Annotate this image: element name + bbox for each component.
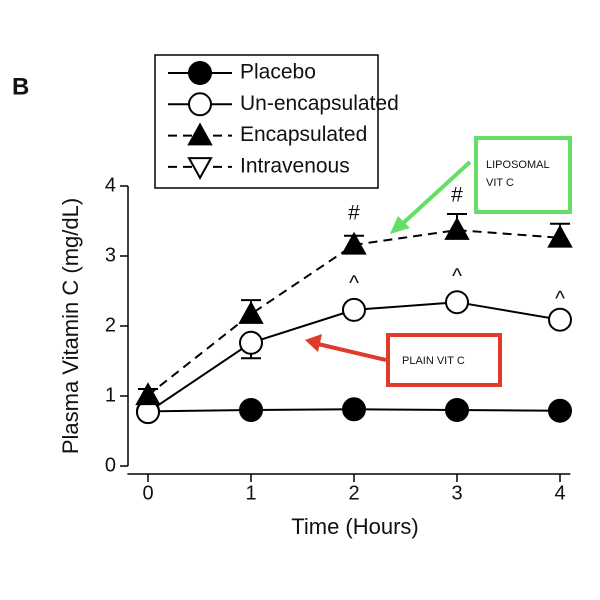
y-tick-label: 1 (105, 384, 116, 406)
marker (135, 382, 161, 406)
panel-label: B (12, 73, 29, 100)
callout-box (474, 136, 572, 214)
marker (548, 307, 572, 332)
y-tick-label: 0 (105, 454, 116, 476)
annotation: ^ (349, 272, 359, 295)
y-tick-label: 4 (105, 174, 116, 196)
marker (238, 301, 264, 324)
marker (445, 398, 469, 422)
x-tick-label: 4 (554, 482, 565, 504)
x-tick-label: 1 (245, 482, 256, 504)
legend-label: Placebo (240, 61, 316, 84)
annotation: ^ (555, 288, 565, 311)
callout-box (386, 333, 502, 387)
callout-arrowhead (390, 216, 410, 234)
callout-arrow (398, 160, 472, 228)
callout-text: VIT C (486, 177, 514, 189)
legend-label: Un-encapsulated (240, 92, 399, 115)
legend-label: Intravenous (240, 154, 350, 177)
y-axis-label: Plasma Vitamin C (mg/dL) (58, 198, 83, 454)
annotation: # (348, 202, 360, 225)
callout-arrow (317, 342, 387, 362)
marker (444, 217, 470, 240)
marker (188, 92, 212, 117)
marker (547, 224, 573, 248)
legend-label: Encapsulated (240, 123, 367, 146)
callout-text: LIPOSOMAL (486, 159, 550, 171)
annotation: ^ (452, 265, 462, 288)
marker (187, 122, 213, 146)
x-axis-label: Time (Hours) (291, 514, 419, 539)
marker (341, 231, 367, 255)
y-tick-label: 3 (105, 244, 116, 266)
marker (239, 330, 263, 355)
marker (548, 398, 572, 423)
marker (239, 398, 263, 422)
callout-text: PLAIN VIT C (402, 355, 465, 367)
marker (188, 61, 212, 85)
x-tick-label: 3 (451, 482, 462, 504)
marker (445, 290, 469, 315)
callout-arrowhead (305, 334, 322, 352)
x-tick-label: 2 (348, 482, 359, 504)
callouts: LIPOSOMAL VIT C PLAIN VIT C (305, 136, 572, 387)
x-tick-label: 0 (142, 482, 153, 504)
marker (342, 297, 366, 322)
annotation: # (451, 183, 463, 206)
y-tick-label: 2 (105, 314, 116, 336)
marker (187, 157, 213, 180)
marker (342, 397, 366, 422)
